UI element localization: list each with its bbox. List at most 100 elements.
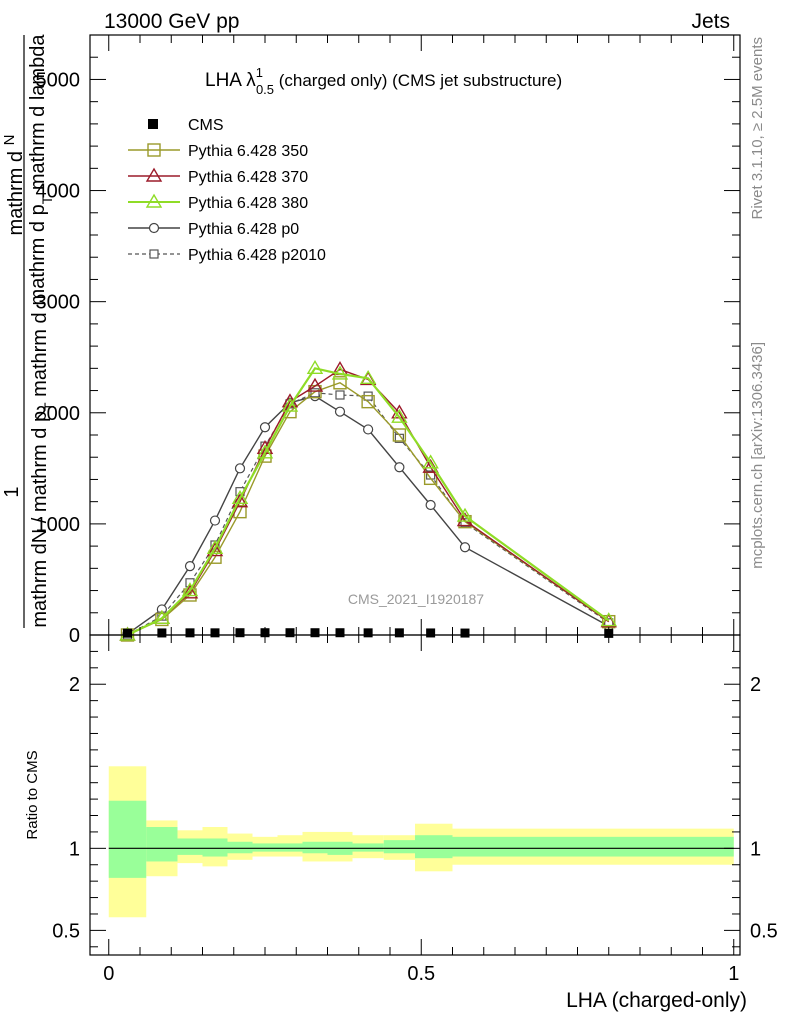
y-tick-label: 4000 xyxy=(36,181,81,203)
point-p370 xyxy=(306,377,324,392)
x-tick-label: 0 xyxy=(103,963,114,985)
ylabel-l2-b: T xyxy=(39,195,55,204)
ylabel-l1-c: T xyxy=(41,402,57,411)
legend-cms: CMS xyxy=(188,117,224,134)
mcplots-label: mcplots.cern.ch [arXiv:1306.3436] xyxy=(749,342,766,569)
legend-p0: Pythia 6.428 p0 xyxy=(188,221,299,238)
ratio-tick-label-right: 2 xyxy=(750,674,761,696)
cms-data-point xyxy=(123,628,132,638)
chart-title-sub: 0.5 xyxy=(256,82,274,97)
series-line-p370 xyxy=(127,368,610,636)
ratio-band-inner xyxy=(277,843,303,852)
point-p0 xyxy=(394,462,405,473)
header-left: 13000 GeV pp xyxy=(104,10,239,33)
y-tick-label: 0 xyxy=(69,625,80,647)
xlabel: LHA (charged-only) xyxy=(566,989,747,1012)
ratio-band-inner xyxy=(352,843,384,852)
legend-p370-marker xyxy=(145,167,163,182)
point-p380 xyxy=(600,612,617,627)
series-line-p380 xyxy=(127,367,610,636)
point-p2010 xyxy=(310,388,320,398)
point-p2010 xyxy=(335,390,345,400)
rivet-version-label: Rivet 3.1.10, ≥ 2.5M events xyxy=(749,37,766,220)
ratio-band-inner xyxy=(177,838,203,855)
point-p380 xyxy=(359,369,377,385)
y-tick-label: 3000 xyxy=(36,292,81,314)
point-p0 xyxy=(334,406,346,417)
chart-title-sup: 1 xyxy=(256,65,263,80)
ylabel-line2: mathrm d pT mathrm d lambda xyxy=(27,34,55,306)
ylabel-num-a: mathrm d xyxy=(5,151,27,235)
x-tick-label: 1 xyxy=(728,963,739,985)
legend-p380-marker xyxy=(145,193,163,208)
ratio-tick-label: 1 xyxy=(69,838,80,860)
series-line-p0 xyxy=(127,395,610,635)
ratio-band-inner xyxy=(146,827,178,862)
cms-data-point xyxy=(460,628,470,638)
legend-p350-marker xyxy=(147,143,161,157)
point-p370 xyxy=(181,584,199,599)
point-p380 xyxy=(306,359,324,375)
ratio-tick-label-right: 0.5 xyxy=(750,920,778,942)
legend-p370: Pythia 6.428 370 xyxy=(188,169,308,186)
cms-data-point xyxy=(157,628,167,638)
point-p380 xyxy=(331,365,349,380)
point-p380 xyxy=(153,609,171,625)
legend-p2010: Pythia 6.428 p2010 xyxy=(188,247,326,264)
cms-data-point xyxy=(235,628,245,638)
ratio-tick-label: 0.5 xyxy=(52,920,80,942)
y-tick-label: 5000 xyxy=(36,69,81,91)
ylabel-numerator: mathrm d N xyxy=(1,135,27,236)
point-p380 xyxy=(206,539,224,555)
point-p350 xyxy=(333,376,347,390)
point-p370 xyxy=(206,542,224,557)
point-p0 xyxy=(459,542,471,553)
point-p0 xyxy=(259,422,271,433)
main-ylabel: 1 mathrm d N mathrm dN / mathrm d pT mat… xyxy=(1,34,57,628)
ylabel-one: 1 xyxy=(1,486,23,497)
ratio-panel-frame xyxy=(89,634,741,956)
point-p0 xyxy=(234,463,246,474)
cms-data-point xyxy=(394,628,404,638)
point-p380 xyxy=(456,507,474,522)
ratio-band-inner xyxy=(227,841,253,854)
point-p0 xyxy=(363,424,374,435)
point-p0 xyxy=(425,499,436,511)
legend-p380: Pythia 6.428 380 xyxy=(188,195,308,212)
header-right: Jets xyxy=(691,10,730,33)
ratio-band-inner xyxy=(202,838,228,857)
ratio-band-inner xyxy=(108,800,147,878)
chart-title-main: LHA λ xyxy=(205,70,256,91)
ratio-band-inner xyxy=(302,841,328,854)
ratio-ylabel: Ratio to CMS xyxy=(24,750,41,839)
cms-data-point xyxy=(363,628,373,638)
cms-data-point xyxy=(310,628,320,638)
series-line-p2010 xyxy=(127,392,610,636)
ylabel-l2-a: mathrm d p xyxy=(27,204,49,305)
legend-cms-marker xyxy=(148,119,158,129)
chart-title: LHA λ1 0.5 (charged only) (CMS jet substr… xyxy=(205,65,562,97)
legend-p350: Pythia 6.428 350 xyxy=(188,143,308,160)
point-p380 xyxy=(391,408,408,423)
watermark: CMS_2021_I1920187 xyxy=(348,591,484,607)
ratio-band-inner xyxy=(252,843,278,852)
cms-data-point xyxy=(285,628,295,638)
ratio-tick-label-right: 1 xyxy=(750,838,761,860)
ylabel-l1-d: mathrm d xyxy=(29,312,51,402)
point-p350 xyxy=(392,428,407,442)
cms-data-point xyxy=(426,628,436,638)
y-tick-label: 1000 xyxy=(36,514,81,536)
cms-data-point xyxy=(335,628,345,638)
y-tick-label: 2000 xyxy=(36,403,81,425)
point-p380 xyxy=(181,582,199,597)
point-p380 xyxy=(422,454,439,469)
ylabel-line1: mathrm dN / mathrm d pT mathrm d xyxy=(29,312,57,627)
point-p380 xyxy=(256,444,274,459)
ratio-tick-label: 2 xyxy=(69,674,80,696)
point-p370 xyxy=(231,493,249,508)
ratio-band-inner xyxy=(383,840,415,854)
ylabel-l1-a: mathrm d xyxy=(29,543,51,627)
ratio-band-inner xyxy=(415,835,453,859)
